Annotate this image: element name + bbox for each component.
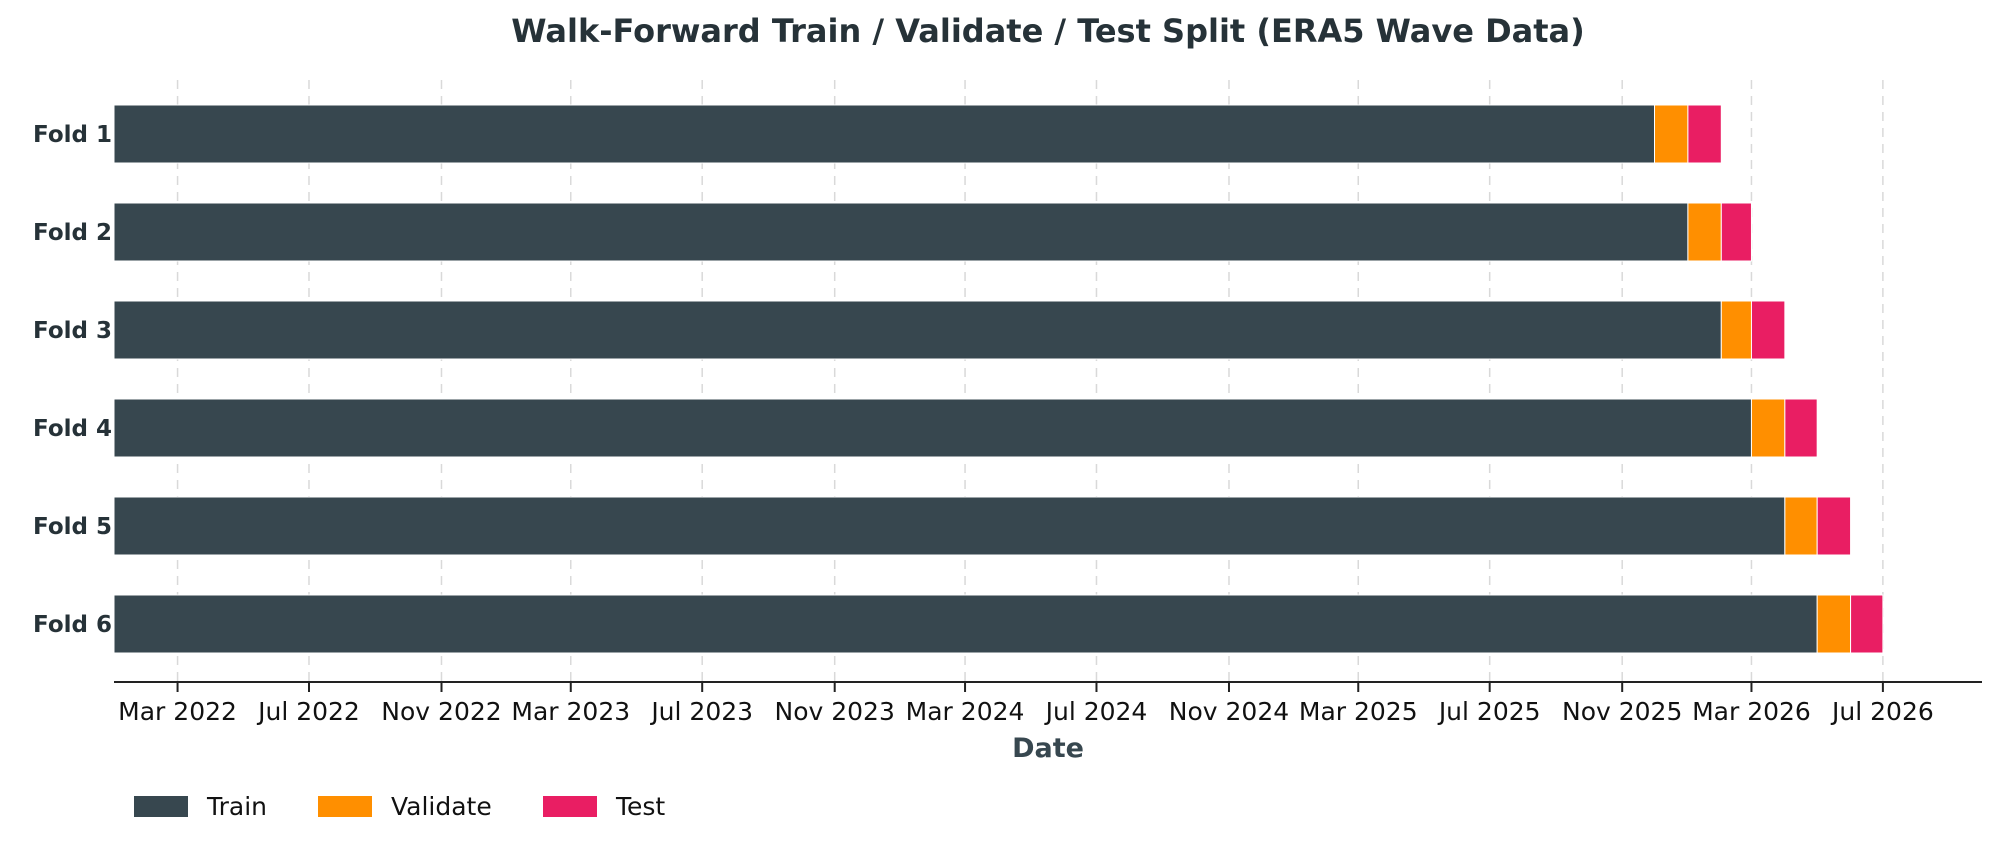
x-tick-label: Nov 2023: [775, 697, 895, 726]
train-bar: [113, 398, 1752, 458]
test-bar: [1850, 594, 1884, 654]
test-bar: [1687, 104, 1722, 164]
x-tick-label: Nov 2022: [381, 697, 501, 726]
x-axis-label: Date: [1012, 733, 1084, 764]
bars: [113, 104, 1884, 654]
legend-label-test: Test: [615, 792, 665, 821]
validate-bar: [1784, 496, 1818, 556]
validate-bar: [1816, 594, 1852, 654]
validate-bar: [1687, 202, 1722, 262]
x-tick-label: Mar 2025: [1299, 697, 1418, 726]
train-bar: [113, 202, 1689, 262]
x-tick-label: Mar 2024: [906, 697, 1025, 726]
fold-label: Fold 5: [33, 514, 112, 540]
legend-label-validate: Validate: [391, 792, 492, 821]
fold-label: Fold 6: [33, 612, 112, 638]
x-tick-label: Jul 2023: [649, 697, 753, 726]
legend: Train Validate Test: [134, 792, 665, 821]
validate-bar: [1654, 104, 1689, 164]
legend-swatch-validate: [318, 796, 372, 817]
validate-bar: [1720, 300, 1752, 360]
train-bar: [113, 594, 1818, 654]
x-tick-label: Jul 2026: [1830, 697, 1934, 726]
x-tick-label: Mar 2022: [118, 697, 237, 726]
fold-label: Fold 4: [33, 416, 112, 442]
legend-swatch-train: [134, 796, 188, 817]
validate-bar: [1750, 398, 1786, 458]
grid-lines: [176, 80, 1884, 682]
legend-label-train: Train: [206, 792, 267, 821]
x-ticks: Mar 2022 Jul 2022 Nov 2022 Mar 2023 Jul 2023…: [118, 682, 1934, 726]
chart-title: Walk-Forward Train / Validate / Test Spl…: [511, 12, 1585, 50]
x-tick-label: Mar 2026: [1692, 697, 1811, 726]
train-bar: [113, 496, 1786, 556]
x-tick-label: Nov 2024: [1169, 697, 1289, 726]
train-bar: [113, 300, 1722, 360]
test-bar: [1750, 300, 1786, 360]
fold-label: Fold 3: [33, 318, 112, 344]
fold-label: Fold 1: [33, 122, 112, 148]
fold-labels: Fold 1 Fold 2 Fold 3 Fold 4 Fold 5 Fold 6: [33, 122, 112, 638]
x-tick-label: Jul 2024: [1044, 697, 1148, 726]
test-bar: [1816, 496, 1852, 556]
test-bar: [1720, 202, 1752, 262]
x-tick-label: Mar 2023: [511, 697, 630, 726]
fold-label: Fold 2: [33, 220, 112, 246]
train-bar: [113, 104, 1656, 164]
test-bar: [1784, 398, 1818, 458]
legend-swatch-test: [543, 796, 597, 817]
x-tick-label: Jul 2025: [1437, 697, 1541, 726]
x-tick-label: Nov 2025: [1562, 697, 1682, 726]
x-tick-label: Jul 2022: [256, 697, 360, 726]
